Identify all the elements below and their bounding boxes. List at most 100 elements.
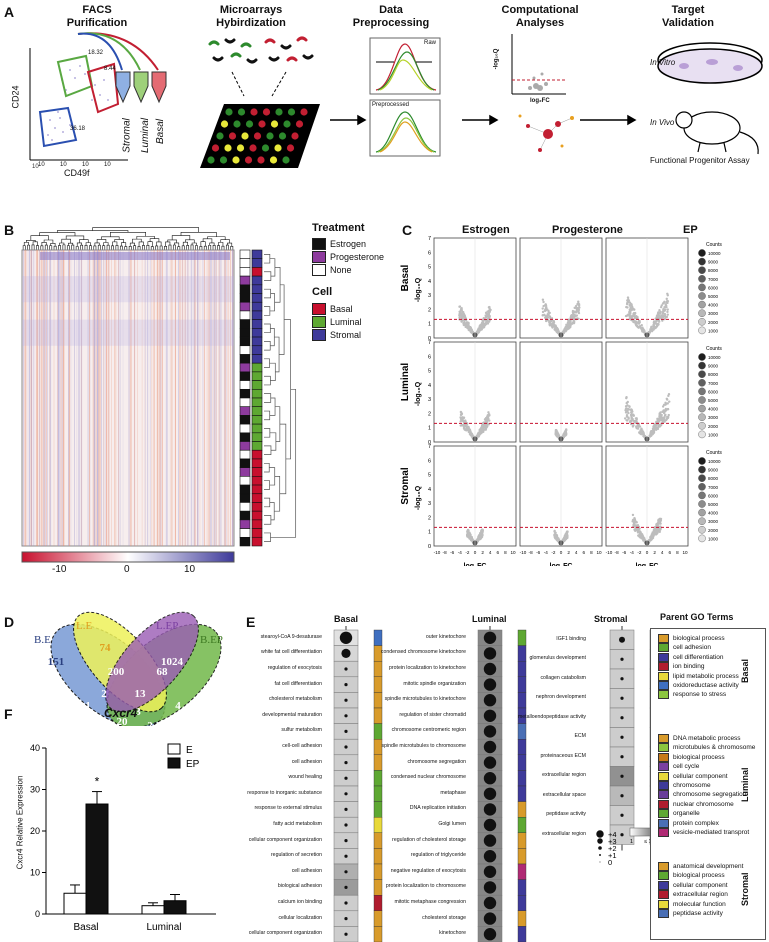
go-legend-swatch: [658, 799, 669, 809]
step-title-preprocessing: Data Preprocessing: [352, 4, 430, 29]
enrichment-dot: [344, 667, 348, 671]
annotation-cell-type-cell: [251, 284, 263, 294]
volcano-row-title: Stromal: [400, 467, 411, 504]
enrichment-dot: [620, 735, 624, 739]
assay-label: Functional Progenitor Assay: [650, 156, 750, 165]
go-legend-label: cell cycle: [673, 763, 700, 771]
colorbar-tick-neg: -10: [52, 564, 67, 575]
counts-legend-dot: [698, 318, 706, 326]
legend-estrogen: Estrogen: [312, 238, 366, 250]
enrichment-dot: [620, 833, 624, 837]
svg-text:10: 10: [32, 164, 39, 170]
venn-region-count: 200: [107, 666, 125, 678]
annotation-cell-type-cell: [251, 423, 263, 434]
go-legend-swatch: [658, 662, 669, 672]
enrichment-dot: [344, 683, 348, 687]
enrichment-term-label: DNA replication initiation: [409, 805, 466, 812]
heatmap-panel: [21, 227, 297, 563]
volcano-x-tick: 6: [669, 550, 672, 555]
panel-c-letter: C: [402, 222, 413, 238]
volcano-x-tick: -2: [551, 550, 556, 555]
enrichment-dot: [620, 774, 624, 778]
enrichment-dot: [344, 792, 348, 796]
go-legend-label: biological process: [673, 753, 725, 761]
enrichment-term-label: condensed chromosome kinetochore: [380, 649, 466, 656]
volcano-y-tick: 0: [428, 336, 431, 342]
annotation-cell-type-cell: [251, 502, 263, 512]
annotation-treatment-cell: [239, 467, 251, 477]
enrichment-term-label: cell-cell adhesion: [282, 743, 322, 749]
annotation-treatment-cell: [239, 458, 251, 468]
annotation-treatment-cell: [239, 510, 251, 521]
volcano-x-label: log₂FC: [464, 563, 487, 566]
go-legend-swatch: [658, 652, 669, 662]
enrichment-dot: [620, 677, 624, 681]
go-legend-item: DNA metabolic process: [658, 734, 741, 743]
venn-label-be: B.E: [34, 634, 51, 646]
enrichment-term-label: kinetochore: [439, 930, 466, 937]
enrichment-term-label: collagen catabolism: [540, 674, 586, 681]
annotation-cell-type-cell: [251, 310, 263, 320]
counts-legend-dot: [698, 491, 706, 500]
go-term-swatch: [517, 692, 527, 709]
bar-basal-ep: [85, 803, 109, 915]
colorbar-tick-zero: 0: [124, 564, 130, 575]
enrichment-dot: [619, 636, 625, 643]
side-dendrogram: [264, 254, 297, 542]
go-legend-swatch: [658, 690, 669, 700]
go-legend-label: cellular component: [673, 881, 728, 889]
sample-annotation-bars: [239, 249, 263, 547]
venn-region-count: 20: [116, 716, 128, 728]
counts-legend-value: 5000: [708, 502, 719, 507]
go-legend-label: DNA metabolic process: [673, 735, 741, 742]
facs-y-label: CD24: [10, 85, 21, 109]
go-term-swatch: [373, 910, 383, 927]
panel-a-letter: A: [4, 4, 15, 20]
counts-legend-title: Counts: [706, 346, 722, 352]
annotation-treatment-cell: [239, 310, 251, 320]
facs-gate-value-1: 18.32: [88, 50, 104, 56]
annotation-cell-type-cell: [251, 536, 263, 547]
counts-legend-value: 4000: [708, 511, 719, 516]
counts-legend-value: 10000: [708, 355, 721, 360]
go-legend-item: microtubules & chromosome: [658, 743, 755, 753]
go-legend-item: nuclear chromosome: [658, 799, 734, 809]
enrichment-term-label: regulation of triglyceride: [410, 852, 466, 859]
annotation-treatment-cell: [239, 536, 251, 547]
enrichment-dot: [344, 745, 348, 749]
enrich-title-luminal: Luminal: [472, 614, 507, 624]
legend-basal: Basal: [312, 303, 353, 315]
counts-legend-value: 4000: [708, 303, 719, 308]
go-legend-item: biological process: [658, 752, 725, 762]
annotation-treatment-cell: [239, 301, 251, 312]
enrichment-term-label: protein localization to kinetochore: [389, 665, 466, 671]
volcano-x-tick: 10: [596, 550, 602, 555]
enrichment-dot: [344, 823, 348, 827]
counts-legend-value: 4000: [708, 407, 719, 412]
counts-legend-value: 8000: [708, 476, 719, 481]
volcano-y-tick: 4: [428, 487, 431, 493]
volcano-y-tick: 7: [428, 236, 431, 242]
volcano-x-tick: -10: [520, 550, 527, 555]
annotation-cell-type-cell: [251, 301, 263, 312]
counts-legend-dot: [698, 517, 706, 526]
go-legend-item: biological process: [658, 634, 725, 643]
counts-legend-dot: [698, 275, 706, 283]
go-legend-item: peptidase activity: [658, 909, 723, 918]
enrichment-term-label: proteinaceous ECM: [540, 752, 586, 759]
counts-legend-value: 1000: [708, 328, 719, 333]
go-legend-swatch: [658, 899, 669, 909]
volcano-y-tick: 6: [428, 458, 431, 464]
go-term-swatch: [373, 707, 383, 724]
panel-d-letter: D: [4, 614, 15, 630]
go-legend-swatch: [658, 781, 669, 790]
annotation-treatment-cell: [239, 371, 251, 381]
annotation-treatment-cell: [239, 423, 251, 434]
enrichment-dot: [620, 696, 624, 700]
go-legend-item: oxidoreductase activity: [658, 681, 739, 690]
volcano-y-tick: 7: [428, 444, 431, 450]
volcano-y-tick: 3: [428, 397, 431, 403]
enrichment-term-label: sulfur metabolism: [281, 727, 322, 734]
enrichment-term-label: regulation of exocytosis: [267, 665, 322, 671]
go-legend-label: biological process: [673, 635, 725, 642]
